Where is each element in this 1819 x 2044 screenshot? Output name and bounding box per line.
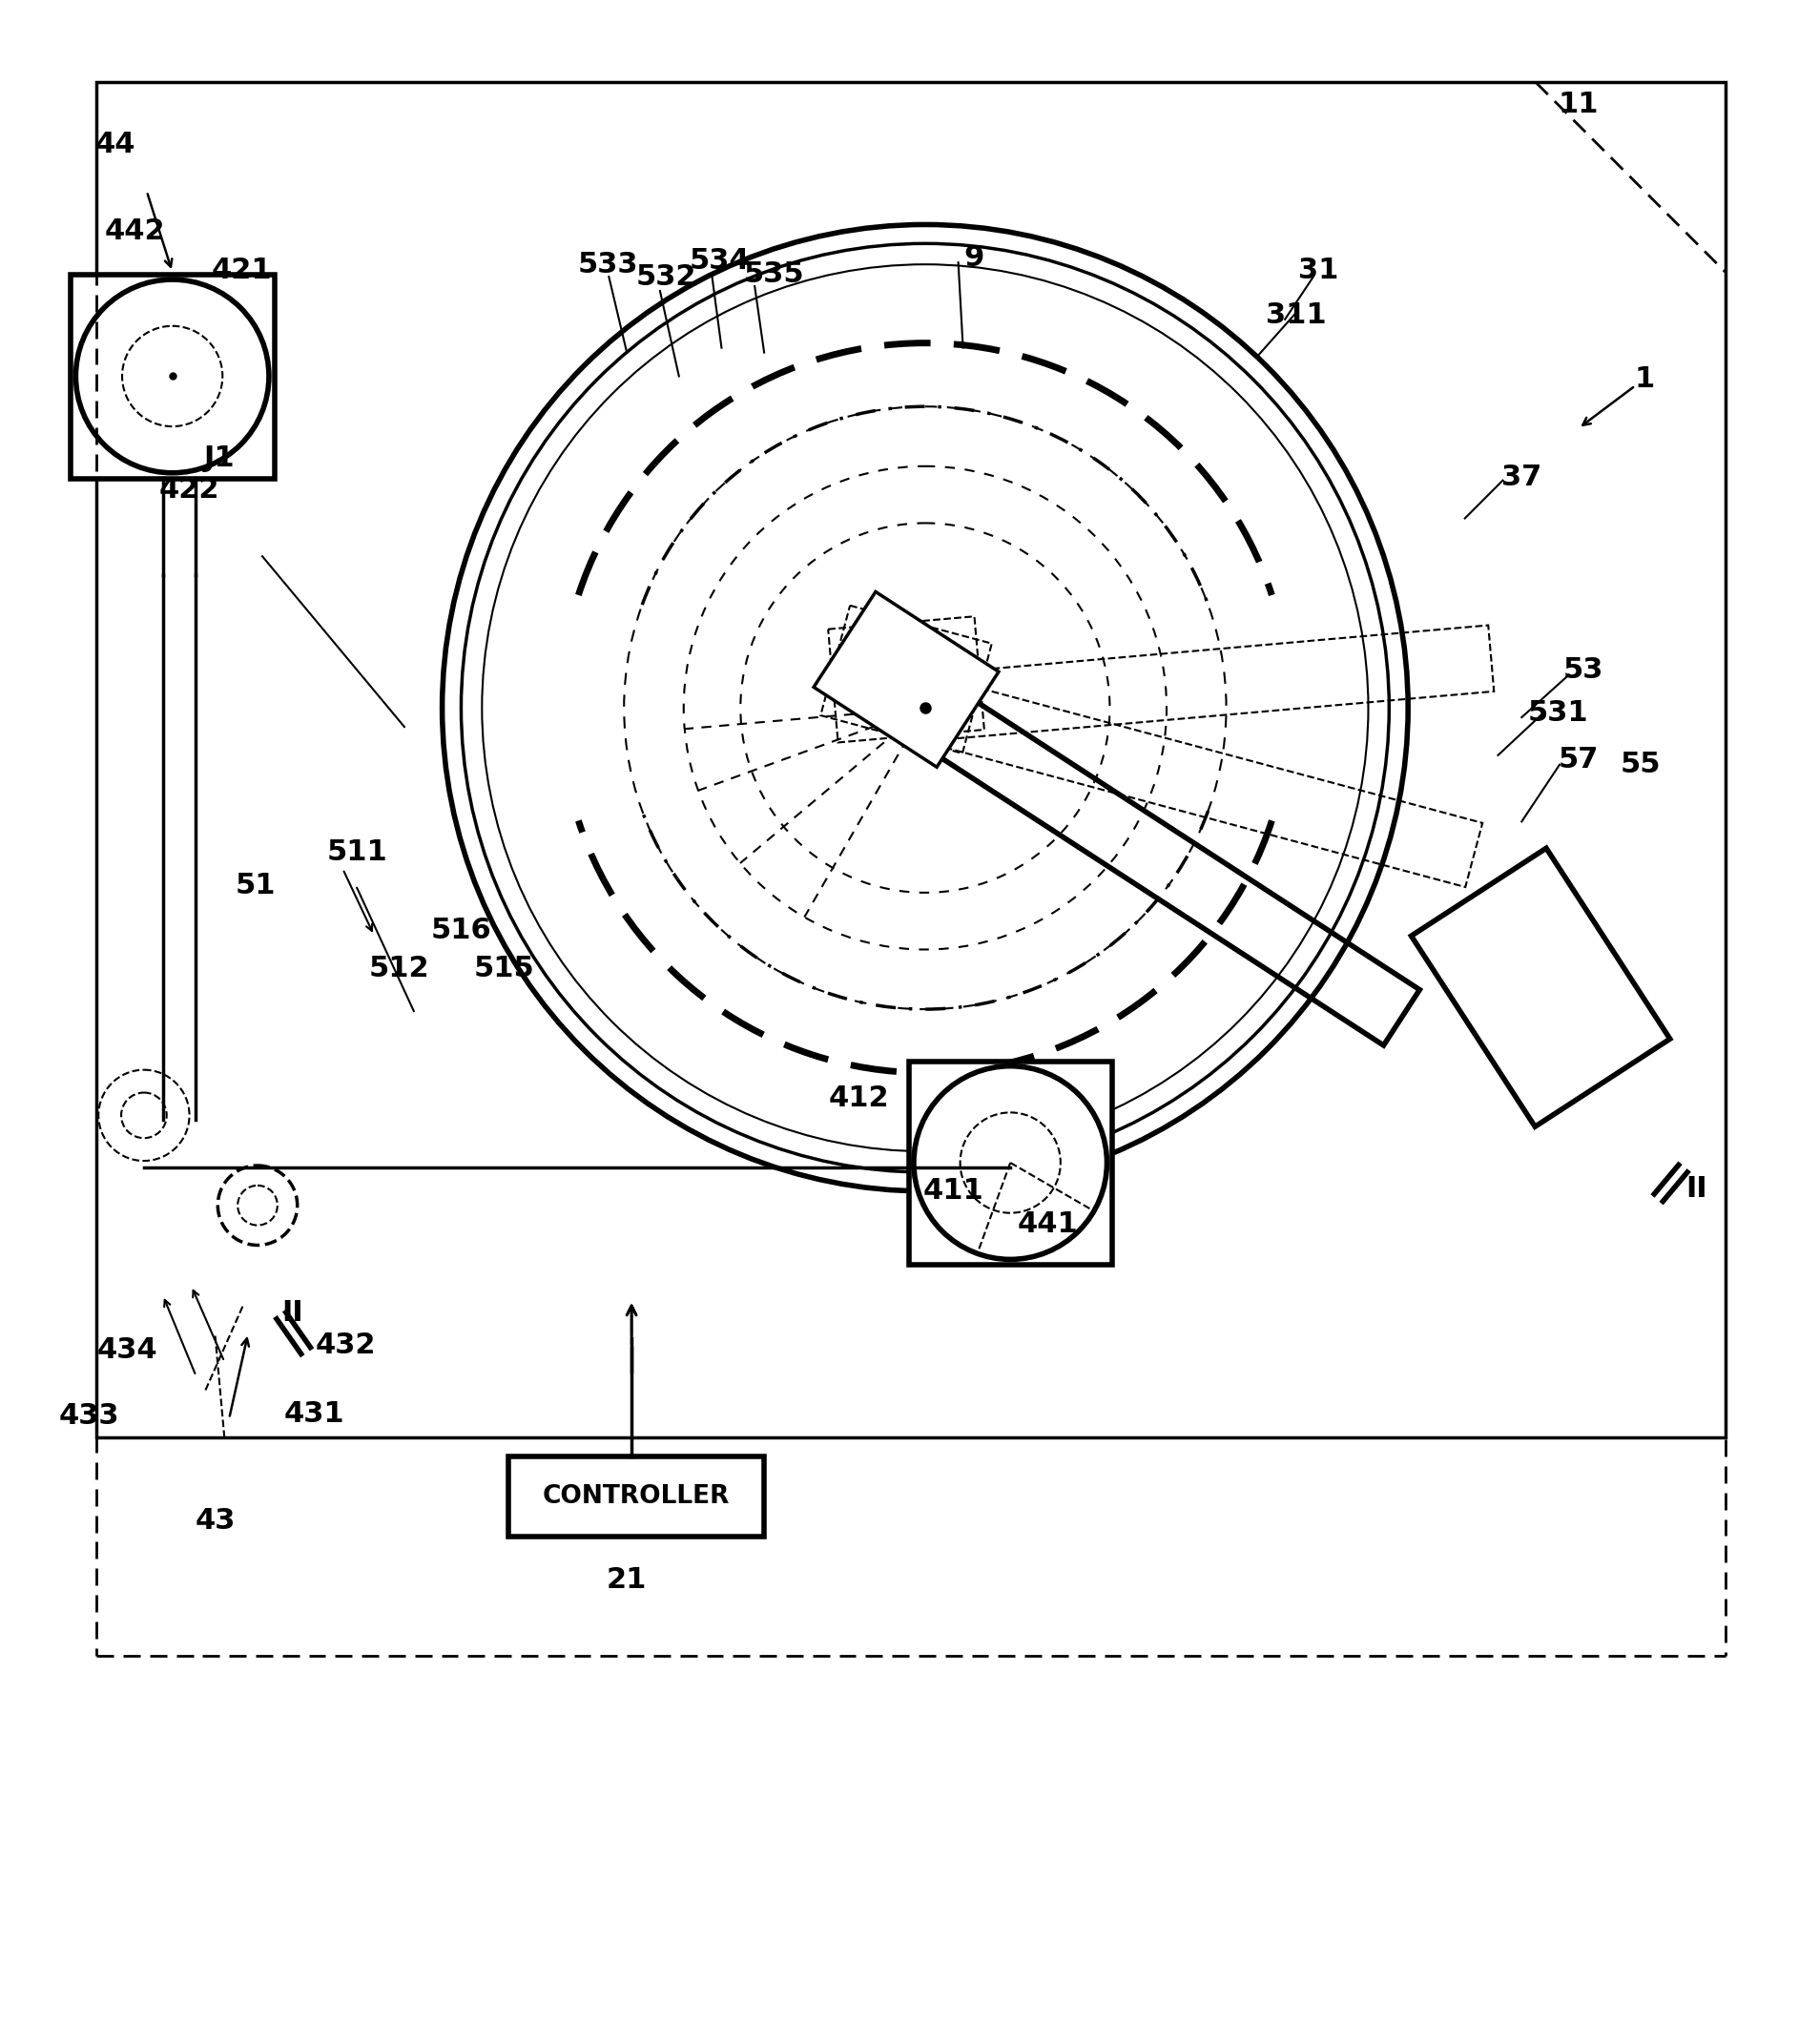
Text: 55: 55 — [1619, 750, 1659, 779]
Text: 43: 43 — [195, 1506, 235, 1535]
Text: 21: 21 — [606, 1566, 648, 1594]
Polygon shape — [813, 593, 999, 766]
Text: 1: 1 — [1633, 366, 1653, 392]
Text: 412: 412 — [828, 1085, 889, 1112]
Text: 11: 11 — [1557, 90, 1597, 119]
Text: 512: 512 — [369, 955, 429, 983]
Bar — [96, 82, 1724, 1437]
Text: 433: 433 — [58, 1402, 120, 1429]
Text: 53: 53 — [1563, 656, 1603, 685]
Text: CONTROLLER: CONTROLLER — [542, 1484, 729, 1508]
Text: 532: 532 — [637, 264, 697, 290]
Text: II: II — [1684, 1175, 1706, 1204]
Text: 515: 515 — [473, 955, 533, 983]
Text: 37: 37 — [1501, 464, 1541, 491]
Text: 422: 422 — [158, 476, 220, 503]
Text: 57: 57 — [1557, 746, 1597, 775]
Text: 31: 31 — [1297, 256, 1337, 284]
Text: 442: 442 — [104, 217, 166, 245]
Text: 533: 533 — [577, 251, 638, 278]
Text: 311: 311 — [1266, 303, 1326, 329]
Bar — [908, 1061, 1111, 1265]
Text: 511: 511 — [326, 838, 387, 867]
Text: 44: 44 — [95, 131, 136, 157]
Polygon shape — [1410, 848, 1670, 1126]
Text: 434: 434 — [96, 1337, 156, 1363]
Bar — [71, 274, 275, 478]
Text: 534: 534 — [689, 247, 749, 274]
Text: 535: 535 — [742, 260, 804, 288]
Text: 411: 411 — [922, 1177, 984, 1206]
Text: 432: 432 — [315, 1333, 377, 1359]
Text: J1: J1 — [204, 446, 235, 472]
Text: II: II — [282, 1298, 304, 1327]
Text: 441: 441 — [1017, 1210, 1079, 1239]
Text: 531: 531 — [1526, 699, 1588, 726]
Text: 51: 51 — [235, 873, 276, 899]
Text: 516: 516 — [431, 916, 491, 944]
Bar — [508, 1457, 764, 1537]
Text: 421: 421 — [211, 256, 271, 284]
Text: 431: 431 — [284, 1400, 344, 1427]
Text: 9: 9 — [964, 243, 984, 272]
